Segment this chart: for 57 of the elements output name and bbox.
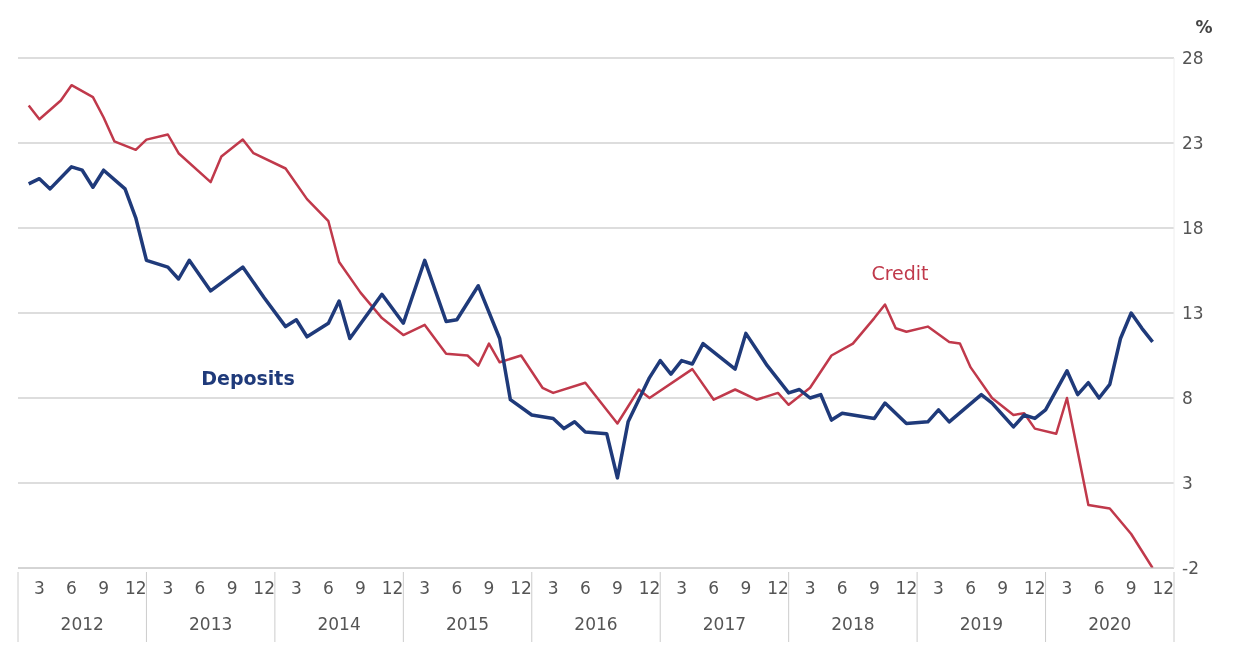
y-tick-label: 18 (1182, 218, 1204, 239)
x-tick-label: 6 (1093, 578, 1105, 598)
x-tick-label: 3 (290, 578, 302, 598)
x-tick-label: 9 (98, 578, 110, 598)
x2-tick-label: 2017 (702, 614, 747, 634)
x-tick-label: 3 (933, 578, 944, 598)
x-tick-label: 3 (676, 578, 688, 598)
x-tick-label: 9 (611, 578, 623, 598)
x-tick-label: 6 (451, 578, 463, 598)
x2-tick-label: 2018 (831, 614, 875, 634)
x2-tick-label: 2012 (60, 614, 104, 634)
x-tick-label: 6 (322, 578, 334, 598)
y-tick-label: 3 (1182, 473, 1193, 494)
series-label: Credit (871, 262, 929, 284)
x-tick-label: 9 (226, 578, 238, 598)
x-tick-label: 12 (381, 578, 404, 598)
x-tick-label: 12 (124, 578, 147, 598)
x-tick-label: 12 (638, 578, 661, 598)
line-series (26, 165, 1155, 480)
x-tick-label: 3 (547, 578, 559, 598)
y-tick-label: 13 (1182, 303, 1204, 324)
x-tick-label: 3 (33, 578, 45, 598)
x-tick-label: 6 (66, 578, 77, 598)
x-tick-label: 6 (836, 578, 848, 598)
x-tick-label: 12 (1152, 578, 1175, 598)
x-tick-label: 12 (895, 578, 918, 598)
y-axis-title: % (1195, 17, 1213, 37)
x-tick-label: 12 (767, 578, 789, 598)
x-tick-label: 6 (579, 578, 591, 598)
y-tick-label: 23 (1182, 133, 1204, 154)
series-label: Deposits (201, 367, 295, 389)
x2-tick-label: 2015 (445, 614, 490, 634)
x-tick-label: 6 (708, 578, 720, 598)
x-tick-label: 6 (965, 578, 977, 598)
y-tick-label: 8 (1182, 388, 1193, 409)
x-tick-label: 9 (355, 578, 366, 598)
line-series (27, 83, 1154, 568)
x-tick-label: 3 (804, 578, 816, 598)
x-tick-label: 3 (1061, 578, 1073, 598)
x2-tick-label: 2019 (959, 614, 1003, 634)
x2-tick-label: 2020 (1088, 614, 1132, 634)
x2-tick-label: 2013 (189, 614, 233, 634)
x-tick-label: 3 (419, 578, 431, 598)
x-tick-label: 12 (1024, 578, 1046, 598)
x-tick-label: 9 (997, 578, 1009, 598)
x2-tick-label: 2014 (317, 614, 361, 634)
x-tick-label: 12 (510, 578, 532, 598)
x-tick-label: 9 (1125, 578, 1137, 598)
y-tick-label: -2 (1182, 558, 1199, 579)
y-tick-label: 28 (1182, 48, 1204, 69)
x-tick-label: 12 (253, 578, 276, 598)
x-tick-label: 9 (740, 578, 752, 598)
x-tick-label: 3 (162, 578, 174, 598)
x2-tick-label: 2016 (574, 614, 618, 634)
x-tick-label: 9 (868, 578, 880, 598)
x-tick-label: 6 (194, 578, 206, 598)
x-tick-label: 9 (483, 578, 495, 598)
